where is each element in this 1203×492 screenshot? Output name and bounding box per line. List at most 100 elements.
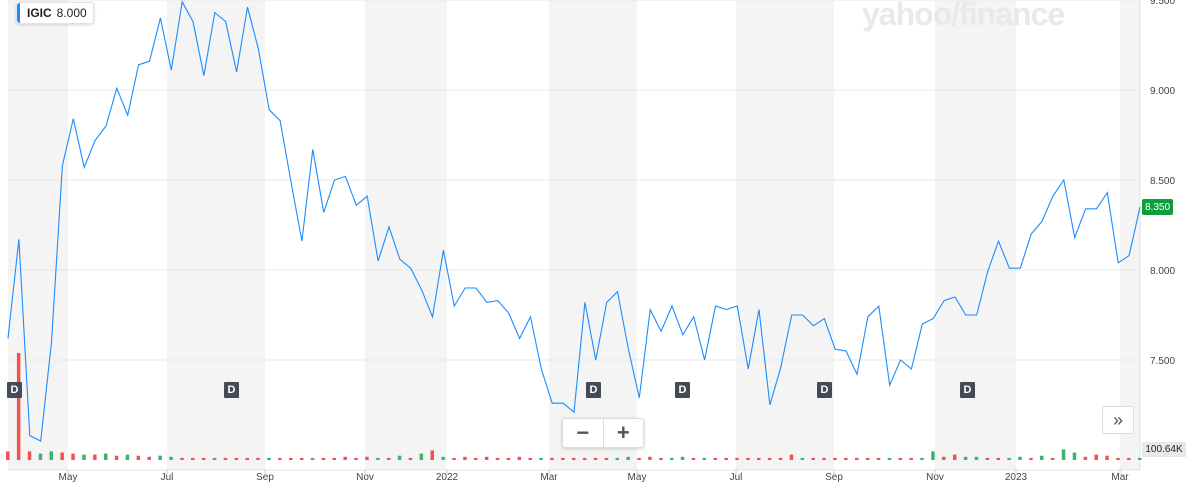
volume-bar	[397, 455, 402, 460]
volume-bar	[484, 456, 489, 460]
volume-bar	[735, 457, 739, 460]
legend-value: 8.000	[56, 6, 87, 20]
volume-bar	[234, 457, 239, 460]
volume-bar	[365, 456, 369, 460]
volume-bar	[637, 457, 641, 460]
volume-bar	[245, 457, 249, 460]
volume-bar	[833, 457, 837, 460]
x-tick-label: May	[59, 472, 78, 483]
volume-bar	[506, 457, 511, 460]
volume-bar	[855, 457, 859, 460]
volume-bar	[691, 457, 696, 460]
volume-bar	[1029, 457, 1033, 460]
shaded-band	[549, 0, 637, 470]
dividend-marker[interactable]: D	[224, 382, 239, 398]
price-line	[7, 0, 1141, 442]
volume-bar	[321, 457, 326, 460]
volume-bar	[354, 457, 358, 460]
shaded-band	[736, 0, 834, 470]
volume-bar	[648, 456, 652, 460]
scroll-right-button[interactable]: »	[1102, 406, 1134, 434]
volume-bar	[898, 457, 902, 460]
x-tick-label: 2023	[1005, 472, 1028, 483]
y-tick-label: 9.000	[1150, 86, 1175, 97]
volume-bar	[757, 457, 761, 460]
shaded-band	[365, 0, 447, 470]
dividend-marker[interactable]: D	[675, 382, 690, 398]
volume-bar	[670, 457, 674, 460]
volume-bar	[474, 457, 478, 460]
volume-bar	[1040, 455, 1044, 460]
volume-bar	[278, 457, 282, 460]
volume-bar	[1061, 449, 1066, 460]
volume-bar	[909, 457, 913, 460]
volume-bar	[387, 457, 391, 460]
volume-bar	[452, 457, 456, 460]
volume-bar	[931, 451, 935, 460]
volume-bar	[800, 457, 805, 460]
volume-bar	[289, 457, 293, 460]
volume-bar	[136, 455, 141, 460]
volume-bar	[1050, 457, 1055, 460]
volume-bar	[713, 457, 717, 460]
volume-bar	[27, 451, 32, 460]
volume-bar	[626, 456, 630, 460]
volume-bar	[60, 452, 64, 460]
volume-bar	[582, 457, 587, 460]
volume-bar	[593, 457, 598, 460]
volume-bar	[1007, 457, 1011, 460]
x-tick-label: Sep	[256, 472, 274, 483]
volume-bar	[550, 457, 554, 460]
series-legend[interactable]: IGIC 8.000	[16, 2, 94, 24]
volume-bar	[724, 457, 728, 460]
volume-bar	[822, 457, 826, 460]
x-tick-label: Mar	[1111, 472, 1129, 483]
volume-bar	[702, 457, 707, 460]
volume-bar	[71, 453, 75, 460]
volume-bar	[180, 457, 184, 460]
x-tick-label: 2022	[436, 472, 459, 483]
dividend-marker[interactable]: D	[7, 382, 22, 398]
x-tick-label: May	[628, 472, 647, 483]
x-tick-label: Jul	[730, 472, 743, 483]
volume-bar	[604, 457, 609, 460]
volume-bar	[495, 457, 500, 460]
volume-bar	[223, 457, 228, 460]
volume-bar	[463, 456, 467, 460]
volume-bar	[147, 456, 151, 460]
dividend-marker[interactable]: D	[586, 382, 601, 398]
dividend-marker[interactable]: D	[960, 382, 975, 398]
volume-bar	[212, 457, 217, 460]
volume-bar	[680, 456, 685, 460]
y-tick-label: 8.000	[1150, 266, 1175, 277]
volume-bar	[125, 454, 130, 460]
volume-bar	[789, 454, 794, 460]
volume-bar	[158, 455, 162, 460]
last-price-tag: 8.350	[1142, 199, 1173, 215]
volume-bar	[876, 457, 881, 460]
zoom-out-button[interactable]: −	[576, 420, 590, 445]
volume-bar	[376, 457, 380, 460]
volume-bar	[299, 457, 304, 460]
volume-bar	[16, 353, 21, 460]
volume-bar	[6, 451, 10, 460]
x-tick-label: Sep	[825, 472, 843, 483]
volume-bar	[441, 456, 445, 460]
zoom-in-button[interactable]: +	[616, 420, 630, 445]
volume-bar	[201, 457, 206, 460]
legend-symbol: IGIC	[27, 6, 52, 20]
volume-bar	[104, 453, 108, 460]
volume-bar	[953, 454, 957, 460]
volume-bar	[561, 457, 565, 460]
volume-bar	[778, 457, 783, 460]
volume-bar	[865, 457, 870, 460]
dividend-marker[interactable]: D	[817, 382, 832, 398]
volume-bar	[169, 456, 173, 460]
x-tick-label: Nov	[926, 472, 944, 483]
volume-bar	[114, 455, 119, 460]
volume-bar	[430, 450, 434, 460]
volume-bar	[963, 456, 968, 460]
volume-bar	[93, 454, 97, 460]
volume-bar	[517, 456, 522, 460]
